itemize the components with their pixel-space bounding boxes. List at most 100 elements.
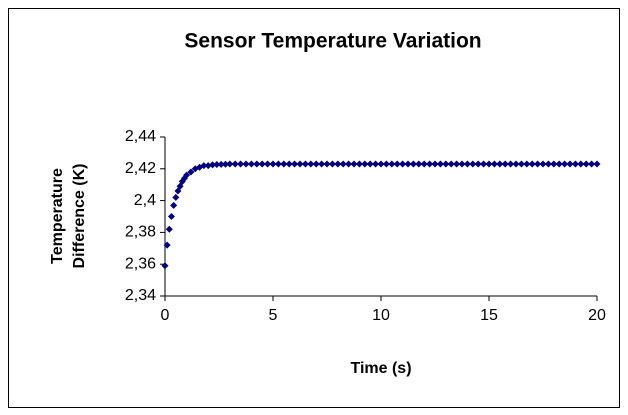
point [582, 160, 590, 168]
point [200, 162, 208, 170]
point [490, 160, 498, 168]
x-tick-label: 15 [480, 307, 498, 324]
x-tick-label: 5 [269, 307, 278, 324]
point [226, 160, 234, 168]
point [480, 160, 488, 168]
point [221, 160, 229, 168]
y-axis-label: Difference (K) [71, 164, 88, 269]
point [382, 160, 390, 168]
y-tick-label: 2,44 [125, 128, 156, 145]
point [296, 160, 304, 168]
y-tick-label: 2,4 [134, 192, 156, 209]
point [285, 160, 293, 168]
point [372, 160, 380, 168]
point [231, 160, 239, 168]
point [355, 160, 363, 168]
point [269, 160, 277, 168]
point [312, 160, 320, 168]
y-tick-label: 2,36 [125, 255, 156, 272]
y-tick-label: 2,38 [125, 224, 156, 241]
point [555, 160, 563, 168]
point [517, 160, 525, 168]
chart-title: Sensor Temperature Variation [184, 30, 481, 53]
point [453, 160, 461, 168]
point [217, 160, 225, 168]
point [161, 262, 169, 270]
point [588, 160, 596, 168]
point [170, 201, 178, 209]
point [328, 160, 336, 168]
x-tick-label: 0 [161, 307, 170, 324]
point [550, 160, 558, 168]
point [507, 160, 515, 168]
point [561, 160, 569, 168]
point [539, 160, 547, 168]
point [577, 160, 585, 168]
point [307, 160, 315, 168]
point [350, 160, 358, 168]
point [237, 160, 245, 168]
point [420, 160, 428, 168]
y-tick-label: 2,42 [125, 160, 156, 177]
point [496, 160, 504, 168]
x-tick-label: 10 [372, 307, 390, 324]
point [172, 193, 180, 201]
point [339, 160, 347, 168]
point [280, 160, 288, 168]
point [442, 160, 450, 168]
point [301, 160, 309, 168]
point [361, 160, 369, 168]
point [204, 162, 212, 170]
point [399, 160, 407, 168]
x-axis-label: Time (s) [350, 360, 411, 377]
y-axis-label: Temperature [49, 168, 66, 264]
point [523, 160, 531, 168]
point [431, 160, 439, 168]
point [485, 160, 493, 168]
point [474, 160, 482, 168]
point [213, 161, 221, 169]
point [566, 160, 574, 168]
point [323, 160, 331, 168]
point [209, 161, 217, 169]
x-tick-label: 20 [588, 307, 606, 324]
point [544, 160, 552, 168]
point [593, 160, 601, 168]
point [469, 160, 477, 168]
point [458, 160, 466, 168]
point [409, 160, 417, 168]
point [291, 160, 299, 168]
point [345, 160, 353, 168]
point [415, 160, 423, 168]
point [163, 241, 171, 249]
point [512, 160, 520, 168]
point [501, 160, 509, 168]
point [436, 160, 444, 168]
point [258, 160, 266, 168]
point [571, 160, 579, 168]
point [165, 225, 173, 233]
point [447, 160, 455, 168]
point [253, 160, 261, 168]
point [247, 160, 255, 168]
point [404, 160, 412, 168]
point [318, 160, 326, 168]
point [242, 160, 250, 168]
y-tick-label: 2,34 [125, 287, 156, 304]
point [388, 160, 396, 168]
point [274, 160, 282, 168]
point [167, 213, 175, 220]
chart-border [8, 8, 620, 408]
point [187, 168, 195, 176]
point [426, 160, 434, 168]
point [183, 171, 191, 179]
point [377, 160, 385, 168]
point [463, 160, 471, 168]
point [334, 160, 342, 168]
point [528, 160, 536, 168]
point [534, 160, 542, 168]
point [393, 160, 401, 168]
point [264, 160, 272, 168]
point [366, 160, 374, 168]
